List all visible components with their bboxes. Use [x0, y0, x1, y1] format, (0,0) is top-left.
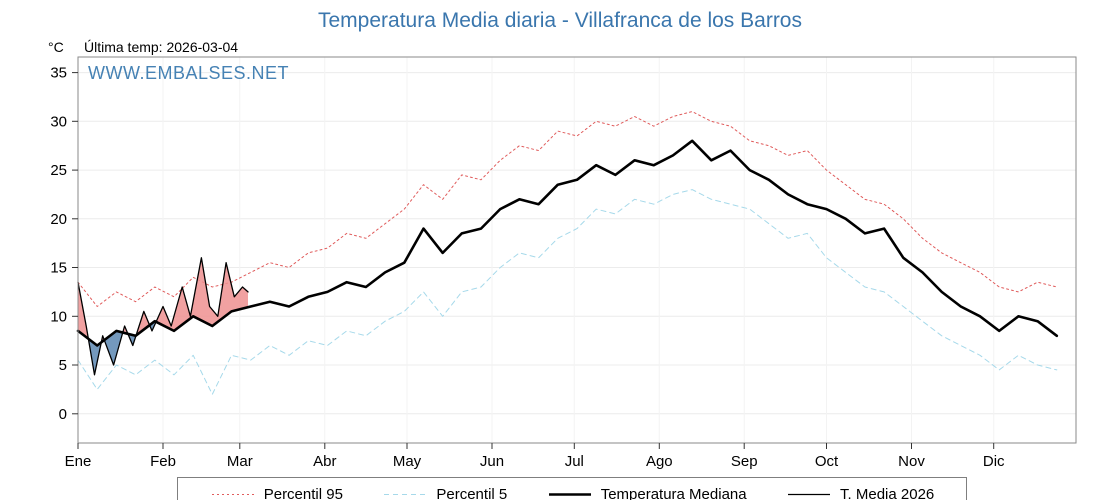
x-tick-label: Nov [898, 453, 925, 470]
y-tick-label: 10 [50, 308, 67, 325]
x-tick-label: May [393, 453, 422, 470]
y-tick-label: 25 [50, 162, 67, 179]
legend-line-sample-p95 [211, 494, 254, 495]
x-tick-label: Oct [815, 453, 839, 470]
y-tick-label: 30 [50, 113, 67, 130]
fill-above-median [156, 257, 248, 331]
x-tick-label: Mar [227, 453, 253, 470]
series-line-current [77, 257, 249, 376]
last-temp-label: Última temp: 2026-03-04 [84, 39, 239, 55]
y-tick-label: 35 [50, 65, 67, 82]
x-tick-label: Abr [313, 453, 336, 470]
x-tick-label: Feb [150, 453, 176, 470]
series-line-p95 [77, 111, 1058, 307]
fill-below-median [104, 330, 123, 365]
legend-item-median: Temperatura Mediana [547, 486, 747, 500]
legend-item-p5: Percentil 5 [382, 486, 507, 500]
x-tick-label: Ago [646, 453, 673, 470]
legend-label: Temperatura Mediana [600, 485, 747, 500]
y-axis-unit-label: °C [48, 39, 64, 55]
legend-line-sample-current [788, 493, 831, 496]
plot-border [77, 56, 1077, 444]
watermark: WWW.EMBALSES.NET [88, 63, 290, 83]
chart-title: Temperatura Media diaria - Villafranca d… [317, 9, 802, 32]
x-tick-label: Sep [731, 453, 758, 470]
legend: Percentil 95 Percentil 5 Temperatura Media… [177, 477, 967, 500]
fill-below-median [88, 338, 102, 375]
series-line-median [76, 139, 1059, 347]
x-tick-label: Ene [65, 453, 92, 470]
x-tick-label: Dic [983, 453, 1005, 470]
legend-item-current: T. Media 2026 [786, 486, 934, 500]
x-tick-label: Jul [565, 453, 584, 470]
y-tick-label: 0 [59, 406, 67, 423]
legend-line-sample-median [548, 493, 591, 496]
y-tick-label: 20 [50, 211, 67, 228]
x-tick-label: Jun [480, 453, 504, 470]
legend-label: Percentil 5 [436, 485, 508, 500]
legend-line-sample-p5 [384, 494, 427, 495]
y-tick-label: 5 [59, 357, 67, 374]
legend-item-p95: Percentil 95 [210, 486, 343, 500]
series-line-p5 [77, 189, 1058, 395]
y-tick-label: 15 [50, 260, 67, 277]
legend-label: Percentil 95 [263, 485, 343, 500]
legend-label: T. Media 2026 [840, 485, 935, 500]
